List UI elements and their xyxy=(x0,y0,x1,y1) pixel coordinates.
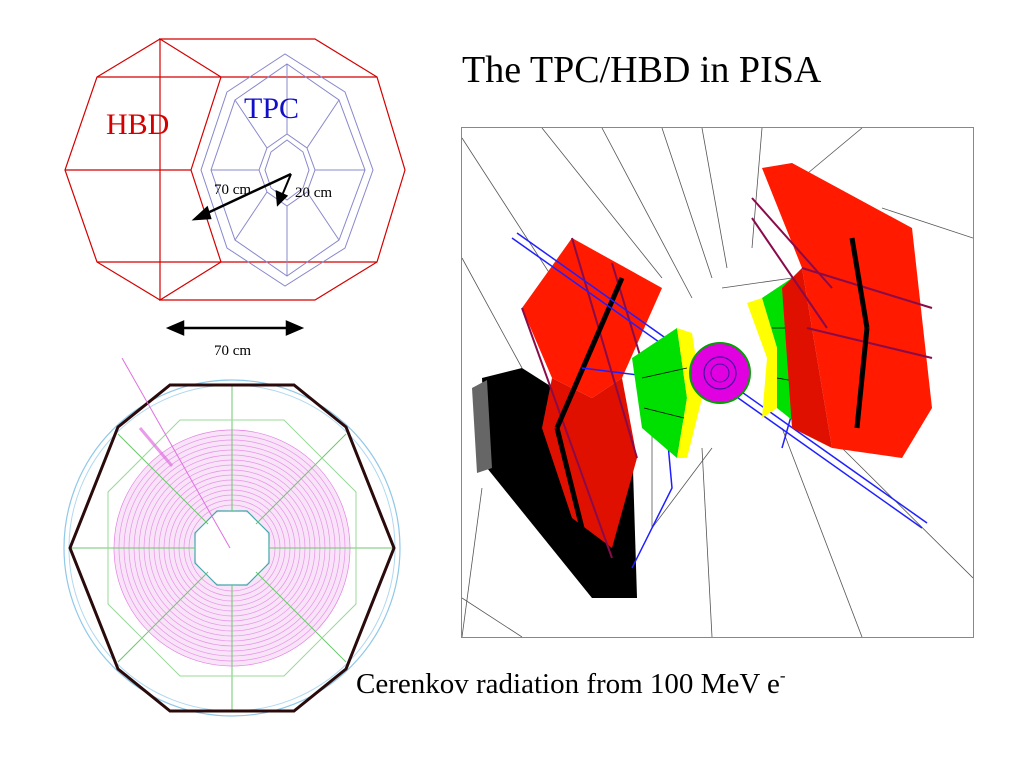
caption-superscript: - xyxy=(779,666,786,685)
inner-radius-arrowhead xyxy=(275,190,289,207)
wireframe-lines xyxy=(462,128,973,637)
caption-text: Cerenkov radiation from 100 MeV e xyxy=(356,668,780,700)
magenta-core xyxy=(689,342,751,404)
inner-octagon xyxy=(194,510,270,586)
length-arrow xyxy=(165,320,305,336)
pisa-3d-render xyxy=(461,127,974,638)
inner-radius-label: 20 cm xyxy=(295,185,333,201)
electron-track xyxy=(121,358,231,549)
caption: Cerenkov radiation from 100 MeV e- xyxy=(356,666,786,701)
outer-radius-label: 70 cm xyxy=(214,182,252,198)
right-red-panels xyxy=(751,163,933,458)
left-red-panels xyxy=(521,237,663,559)
slide-title: The TPC/HBD in PISA xyxy=(462,49,822,91)
tpc-label: TPC xyxy=(244,92,300,125)
outer-radius-arrowhead xyxy=(191,205,212,221)
detector-spokes xyxy=(70,385,394,711)
radius-arrows xyxy=(191,172,292,221)
tpc-hbd-schematic xyxy=(64,37,406,336)
outer-circle xyxy=(63,379,401,717)
hbd-outline xyxy=(64,37,406,302)
length-label: 70 cm xyxy=(214,343,252,359)
outer-octagon xyxy=(68,383,396,713)
hbd-label: HBD xyxy=(106,108,170,141)
cross-section-view xyxy=(63,358,401,717)
tpc-outline xyxy=(200,53,374,287)
